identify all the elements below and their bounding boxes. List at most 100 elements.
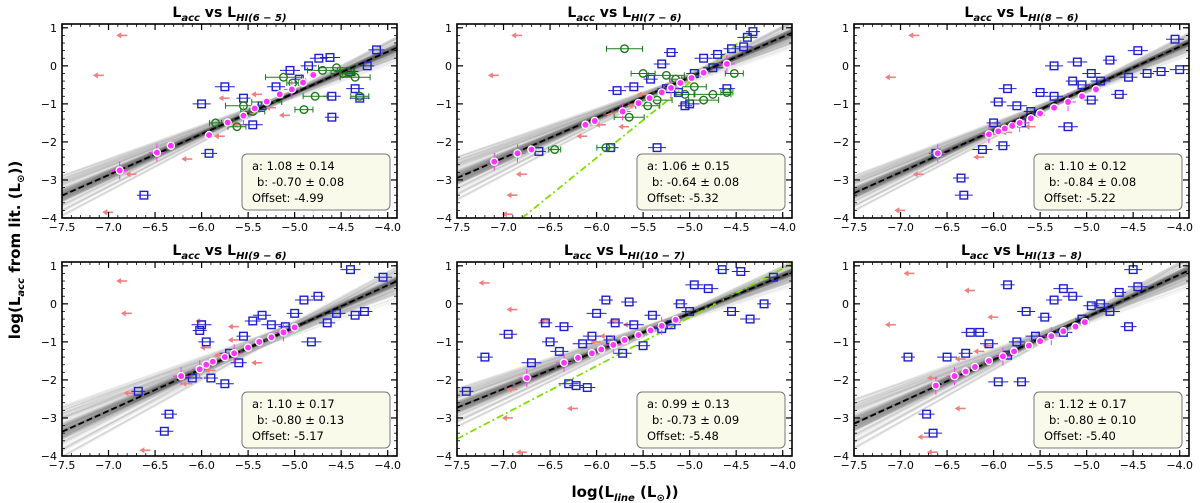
data-circle	[227, 122, 247, 132]
mcmc-line	[854, 262, 1185, 449]
upper-limit-arrow	[987, 314, 999, 321]
fit-annotation-box	[241, 391, 391, 449]
mcmc-line	[854, 285, 1189, 405]
mcmc-line	[62, 288, 397, 408]
data-square	[1053, 284, 1074, 294]
data-square	[572, 339, 593, 349]
binned-point	[1009, 347, 1019, 356]
data-square	[598, 295, 613, 305]
mcmc-line	[854, 32, 1189, 202]
binned-point	[634, 98, 643, 108]
data-square	[648, 143, 667, 153]
data-square	[1000, 280, 1015, 290]
data-square	[979, 339, 998, 349]
mcmc-line	[62, 54, 397, 177]
data-circle	[630, 68, 656, 78]
binned-point	[581, 120, 590, 130]
mcmc-line	[854, 281, 1189, 401]
data-square	[286, 308, 303, 318]
mcmc-core-line	[854, 266, 1189, 431]
mcmc-line	[854, 277, 1189, 423]
y-ticks: −4 −3 −2 −1 0 1	[436, 22, 792, 225]
fit-annotation-box	[636, 153, 786, 211]
upper-limit-arrow	[954, 405, 966, 412]
upper-limit-arrow	[884, 74, 896, 81]
fit-annotation-line: b: -0.70 ± 0.08	[257, 175, 344, 189]
data-square	[621, 297, 638, 307]
upper-limit-arrow	[102, 209, 114, 216]
fit-line	[62, 280, 397, 433]
mcmc-line	[854, 44, 1189, 189]
x-tick-label: −4.0	[769, 459, 796, 472]
mcmc-line	[854, 264, 1189, 443]
mcmc-line	[457, 42, 792, 158]
x-tick-label: −5.0	[281, 221, 308, 234]
data-square	[1099, 306, 1120, 316]
data-square	[182, 373, 203, 383]
data-square	[958, 348, 973, 358]
mcmc-line	[854, 41, 1189, 188]
mcmc-line	[457, 262, 792, 428]
binned-point	[1091, 85, 1101, 94]
data-square	[972, 145, 993, 155]
mcmc-line	[457, 31, 792, 174]
mcmc-line	[457, 42, 792, 164]
mcmc-core-line	[854, 265, 1189, 432]
mcmc-line	[457, 276, 792, 393]
data-square	[374, 272, 393, 282]
y-tick-label: −2	[41, 374, 57, 387]
data-square	[136, 190, 151, 200]
binned-point	[1071, 322, 1080, 331]
data-square	[1008, 337, 1025, 347]
mcmc-line	[457, 40, 792, 165]
mcmc-line	[854, 280, 1189, 411]
mcmc-line	[854, 262, 1189, 437]
data-square	[613, 348, 632, 358]
data-square	[192, 325, 207, 335]
fit-line	[854, 269, 1189, 425]
mcmc-line	[854, 45, 1189, 183]
data-square	[1065, 76, 1080, 86]
mcmc-core-line	[854, 271, 1189, 421]
binned-point	[275, 323, 292, 342]
data-square	[340, 265, 361, 275]
mcmc-line	[854, 262, 1189, 427]
y-tick-label: 0	[50, 298, 57, 311]
binned-point	[671, 315, 680, 325]
x-tick-label: −6.0	[188, 221, 215, 234]
panel-1: −7.5 −7.0 −6.5 −6.0 −5.5 −5.0 −4.5 −4.0 −4 −3 −2 −1…	[41, 5, 401, 234]
mcmc-line	[457, 35, 792, 164]
mcmc-line	[854, 48, 1189, 180]
binned-point	[927, 376, 944, 395]
data-square	[644, 310, 661, 320]
data-square	[324, 112, 339, 122]
x-ticks: −7.5 −7.0 −6.5 −6.0 −5.5 −5.0 −4.5 −4.0	[841, 262, 1193, 472]
binned-point	[527, 145, 536, 154]
x-tick-label: −6.5	[537, 221, 564, 234]
data-square	[900, 352, 915, 362]
binned-point	[173, 367, 190, 386]
mcmc-line	[854, 44, 1189, 187]
data-square	[1045, 91, 1064, 101]
upper-limit-arrow	[181, 156, 193, 163]
upper-limit-arrow	[92, 72, 104, 79]
mcmc-line	[457, 277, 792, 390]
mcmc-line	[457, 280, 792, 392]
data-square	[499, 329, 518, 339]
data-square	[723, 306, 740, 316]
data-square	[1045, 61, 1064, 71]
mcmc-line	[854, 280, 1189, 411]
mcmc-line	[457, 37, 792, 164]
mcmc-line	[854, 45, 1189, 182]
mcmc-core-line	[854, 272, 1189, 419]
data-square	[521, 358, 542, 368]
mcmc-line	[62, 285, 397, 424]
data-square	[1119, 72, 1138, 82]
fit-line	[854, 41, 1189, 195]
fit-annotation-line: b: -0.80 ± 0.13	[257, 413, 344, 427]
binned-point	[509, 144, 526, 163]
upper-limit-arrow	[116, 32, 128, 39]
data-square	[1112, 287, 1127, 297]
fit-annotation-line: Offset: -5.40	[1044, 429, 1116, 443]
binned-point	[204, 130, 214, 140]
